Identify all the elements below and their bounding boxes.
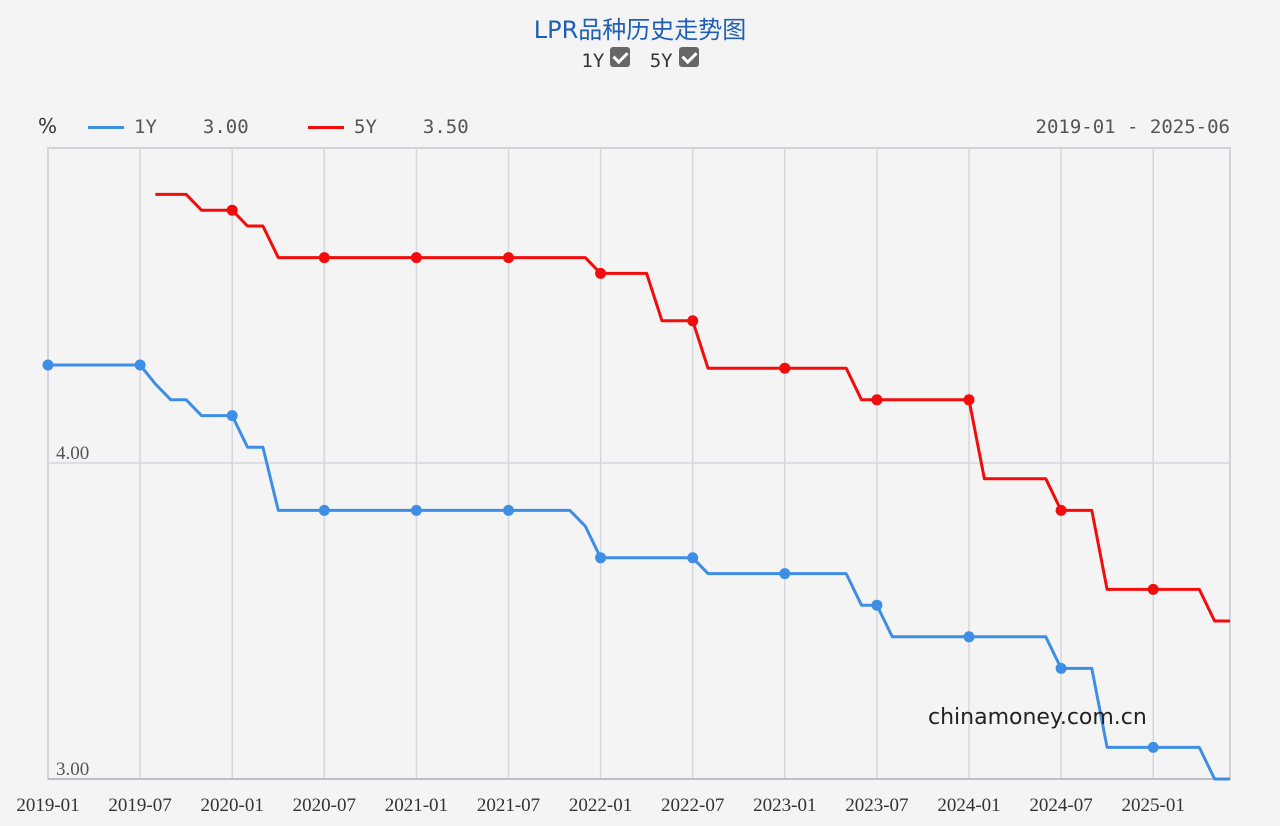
legend-item-5y[interactable]: 5Y 3.50 <box>308 116 469 138</box>
x-tick-label: 2021-07 <box>477 795 540 816</box>
data-point-1y[interactable] <box>134 359 146 371</box>
checkbox-checked-icon[interactable] <box>678 47 699 67</box>
legend-value-5y: 3.50 <box>422 116 469 138</box>
data-point-1y[interactable] <box>871 599 883 611</box>
data-point-1y[interactable] <box>1055 662 1067 674</box>
toggle-5y-label: 5Y <box>649 50 673 72</box>
x-tick-label: 2023-07 <box>845 795 908 816</box>
y-tick-label: 4.00 <box>56 443 89 464</box>
chart-title: LPR品种历史走势图 <box>533 16 747 44</box>
data-point-1y[interactable] <box>318 504 330 516</box>
data-point-1y[interactable] <box>410 504 422 516</box>
x-tick-label: 2022-07 <box>661 795 724 816</box>
watermark: chinamoney.com.cn <box>928 705 1147 730</box>
data-point-5y[interactable] <box>595 267 607 279</box>
data-point-5y[interactable] <box>318 252 330 264</box>
x-tick-label: 2024-07 <box>1029 795 1092 816</box>
date-range: 2019-01 - 2025-06 <box>1035 116 1230 138</box>
x-tick-label: 2021-01 <box>385 795 448 816</box>
toggle-5y[interactable]: 5Y <box>649 47 699 72</box>
x-tick-label: 2020-07 <box>293 795 356 816</box>
legend-item-1y[interactable]: 1Y 3.00 <box>88 116 249 138</box>
x-tick-label: 2024-01 <box>937 795 1000 816</box>
data-point-1y[interactable] <box>595 552 607 564</box>
x-tick-label: 2023-01 <box>753 795 816 816</box>
legend-swatch-1y <box>88 125 124 129</box>
data-point-5y[interactable] <box>779 362 791 374</box>
data-point-5y[interactable] <box>1147 583 1159 595</box>
x-tick-label: 2022-01 <box>569 795 632 816</box>
legend-swatch-5y <box>308 125 344 129</box>
data-point-5y[interactable] <box>687 315 699 327</box>
x-tick-label: 2019-01 <box>16 795 79 816</box>
data-point-5y[interactable] <box>871 394 883 406</box>
series-toggles: 1Y 5Y <box>0 47 1280 72</box>
data-point-1y[interactable] <box>503 504 514 516</box>
data-point-1y[interactable] <box>226 410 238 422</box>
data-point-5y[interactable] <box>963 394 975 406</box>
data-point-1y[interactable] <box>963 631 975 643</box>
toggle-1y-label: 1Y <box>581 50 605 72</box>
data-point-5y[interactable] <box>226 204 238 216</box>
data-point-5y[interactable] <box>1055 504 1067 516</box>
x-tick-label: 2025-01 <box>1122 795 1185 816</box>
data-point-1y[interactable] <box>1147 741 1159 753</box>
series-line-5y[interactable] <box>155 192 1230 623</box>
y-axis-unit: % <box>38 114 58 138</box>
toggle-1y[interactable]: 1Y <box>581 47 631 72</box>
legend-name-1y: 1Y <box>134 116 157 138</box>
data-point-5y[interactable] <box>503 252 514 264</box>
y-tick-label: 3.00 <box>56 759 89 780</box>
data-point-5y[interactable] <box>410 252 422 264</box>
legend-name-5y: 5Y <box>354 116 377 138</box>
x-tick-label: 2019-07 <box>108 795 171 816</box>
checkbox-checked-icon[interactable] <box>610 47 631 67</box>
data-point-1y[interactable] <box>42 359 54 371</box>
data-point-1y[interactable] <box>779 568 791 580</box>
legend-value-1y: 3.00 <box>202 116 249 138</box>
x-tick-label: 2020-01 <box>201 795 264 816</box>
data-point-1y[interactable] <box>687 552 699 564</box>
